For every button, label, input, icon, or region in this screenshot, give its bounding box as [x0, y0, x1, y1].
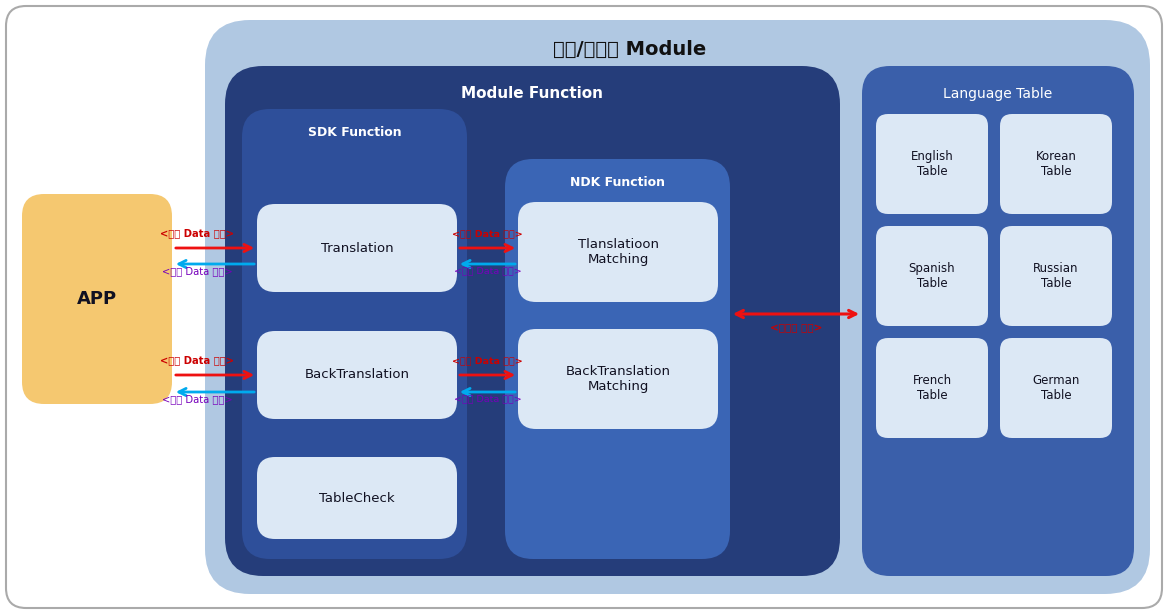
Text: Translation: Translation — [321, 241, 394, 254]
Text: English
Table: English Table — [911, 150, 953, 178]
FancyBboxPatch shape — [1000, 338, 1112, 438]
FancyBboxPatch shape — [6, 6, 1162, 608]
FancyBboxPatch shape — [862, 66, 1134, 576]
FancyBboxPatch shape — [206, 20, 1150, 594]
FancyBboxPatch shape — [876, 226, 988, 326]
Text: <점자 Data 입력>: <점자 Data 입력> — [452, 356, 523, 365]
FancyBboxPatch shape — [22, 194, 172, 404]
FancyBboxPatch shape — [876, 114, 988, 214]
Text: APP: APP — [77, 290, 117, 308]
FancyBboxPatch shape — [876, 338, 988, 438]
Text: <점자 Data 입력>: <점자 Data 입력> — [160, 355, 234, 365]
Text: NDK Function: NDK Function — [570, 176, 665, 188]
Text: German
Table: German Table — [1033, 374, 1079, 402]
Text: <데이터 매칭>: <데이터 매칭> — [770, 322, 822, 332]
Text: Tlanslatioon
Matching: Tlanslatioon Matching — [577, 238, 659, 266]
FancyBboxPatch shape — [517, 329, 718, 429]
Text: <점자 Data 출력>: <점자 Data 출력> — [453, 266, 521, 275]
Text: SDK Function: SDK Function — [307, 125, 402, 139]
FancyBboxPatch shape — [242, 109, 467, 559]
Text: Russian
Table: Russian Table — [1034, 262, 1079, 290]
FancyBboxPatch shape — [517, 202, 718, 302]
FancyBboxPatch shape — [257, 331, 457, 419]
Text: <문자 Data 입력>: <문자 Data 입력> — [452, 229, 523, 238]
Text: TableCheck: TableCheck — [319, 491, 395, 505]
Text: BackTranslation
Matching: BackTranslation Matching — [565, 365, 670, 393]
FancyBboxPatch shape — [225, 66, 840, 576]
Text: Spanish
Table: Spanish Table — [909, 262, 955, 290]
FancyBboxPatch shape — [1000, 114, 1112, 214]
Text: <문자 Data 입력>: <문자 Data 입력> — [160, 228, 234, 238]
Text: 점역/역점역 Module: 점역/역점역 Module — [554, 39, 707, 58]
Text: Korean
Table: Korean Table — [1036, 150, 1077, 178]
FancyBboxPatch shape — [257, 204, 457, 292]
Text: <점자 Data 출력>: <점자 Data 출력> — [161, 266, 232, 276]
Text: Module Function: Module Function — [461, 87, 603, 101]
Text: Language Table: Language Table — [944, 87, 1052, 101]
Text: BackTranslation: BackTranslation — [305, 368, 410, 381]
FancyBboxPatch shape — [1000, 226, 1112, 326]
Text: French
Table: French Table — [912, 374, 952, 402]
Text: <문자 Data 출력>: <문자 Data 출력> — [161, 394, 232, 404]
FancyBboxPatch shape — [257, 457, 457, 539]
FancyBboxPatch shape — [505, 159, 730, 559]
Text: <문자 Data 출력>: <문자 Data 출력> — [453, 394, 521, 403]
